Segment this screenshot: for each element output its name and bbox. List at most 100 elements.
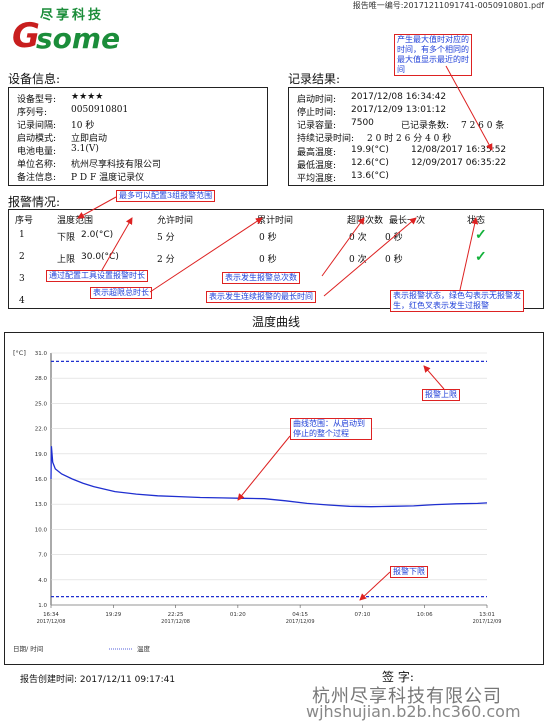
y-tick-label: 10.0 bbox=[35, 527, 48, 533]
y-axis-label: [°C] bbox=[13, 349, 26, 357]
duration-value: 2 0 时 2 6 分 4 0 秒 bbox=[367, 134, 452, 144]
alarm-cell-total: 0 秒 bbox=[259, 255, 277, 265]
alarm-cell-no: 4 bbox=[19, 296, 25, 306]
alarm-cell-count: 0 次 bbox=[349, 255, 367, 265]
y-tick-label: 4.0 bbox=[38, 578, 47, 584]
y-tick-label: 28.0 bbox=[35, 376, 48, 382]
device-info-label: 序列号: bbox=[17, 108, 48, 118]
x-tick-time: 22:25 bbox=[168, 612, 184, 618]
y-tick-label: 25.0 bbox=[35, 401, 48, 407]
stop-value: 2017/12/09 13:01:12 bbox=[351, 105, 447, 115]
alarm-header-cell: 允许时间 bbox=[157, 216, 194, 226]
x-tick-time: 13:01 bbox=[479, 612, 495, 618]
alarm-cell-total: 0 秒 bbox=[259, 233, 277, 243]
device-info-value: P D F 温度记录仪 bbox=[71, 173, 145, 183]
report-created-time: 报告创建时间: 2017/12/11 09:17:41 bbox=[20, 675, 176, 685]
alarm-cell-range-label: 下限 bbox=[57, 233, 76, 243]
record-result-box: 启动时间: 2017/12/08 16:34:42 停止时间: 2017/12/… bbox=[288, 87, 544, 186]
logo-brand-cn: 尽享科技 bbox=[40, 8, 105, 23]
x-axis-label: 日期/ 时间 bbox=[13, 644, 43, 653]
device-info-label: 单位名称: bbox=[17, 160, 57, 170]
y-tick-label: 19.0 bbox=[35, 452, 48, 458]
alarm-header-cell: 最长一次 bbox=[389, 216, 426, 226]
signature-label: 签 字: bbox=[382, 670, 414, 684]
min-label: 最低温度: bbox=[297, 161, 337, 171]
alarm-cell-no: 3 bbox=[19, 274, 25, 284]
alarm-cell-allowed: 2 分 bbox=[157, 255, 175, 265]
device-info-box: 设备型号: ★★★★ 序列号: 0050910801 记录间隔: 10 秒启动模式: 立即启… bbox=[8, 87, 268, 186]
alarm-header-cell: 温度范围 bbox=[57, 216, 94, 226]
exceed-total-note: 表示超限总时长 bbox=[90, 287, 152, 299]
chart-box: 31.0 28.0 25.0 22.0 19.0 16.0 13.0 10.0 7.0 4.0 1.… bbox=[4, 332, 544, 665]
alarm-header-cell: 状态 bbox=[467, 216, 486, 226]
max-label: 最高温度: bbox=[297, 148, 337, 158]
alarm-cell-count: 0 次 bbox=[349, 233, 367, 243]
report-number: 报告唯一编号:20171211091741-0050910801.pdf bbox=[352, 1, 544, 10]
alarm-cell-allowed: 5 分 bbox=[157, 233, 175, 243]
max-time-note: 产生最大值时对应的时间，有多个相同的最大值显示最近的时间 bbox=[394, 34, 472, 76]
logo-letters: some bbox=[36, 22, 121, 55]
max-value: 19.9(°C) bbox=[351, 145, 389, 155]
alarm-cell-longest: 0 秒 bbox=[385, 233, 403, 243]
alarm-cell-no: 1 bbox=[19, 230, 25, 240]
device-info-value: 3.1(V) bbox=[71, 144, 99, 154]
x-tick-date: 2017/12/08 bbox=[37, 619, 66, 625]
x-tick-time: 10:06 bbox=[417, 612, 433, 618]
x-tick-date: 2017/12/08 bbox=[161, 619, 190, 625]
device-info-label: 设备型号: bbox=[17, 95, 57, 105]
alarm-header-cell: 累计时间 bbox=[257, 216, 294, 226]
x-tick-date: 2017/12/09 bbox=[473, 619, 502, 625]
temperature-chart: 31.0 28.0 25.0 22.0 19.0 16.0 13.0 10.0 7.0 4.0 1.… bbox=[13, 349, 502, 653]
logo-letter-g: G bbox=[12, 16, 40, 56]
watermark-site: wjhshujian.b2b.hc360.com bbox=[306, 702, 521, 721]
alarm-cell-no: 2 bbox=[19, 252, 25, 262]
start-value: 2017/12/08 16:34:42 bbox=[351, 92, 447, 102]
status-check-icon: ✓ bbox=[475, 249, 487, 265]
longest-alarm-note: 表示发生连续报警的最长时间 bbox=[206, 291, 316, 303]
count-value: 7 2 6 0 条 bbox=[461, 121, 505, 131]
alarm-cell-range-value: 30.0(°C) bbox=[81, 252, 119, 262]
device-info-value: ★★★★ bbox=[71, 92, 104, 102]
y-tick-label: 16.0 bbox=[35, 477, 48, 483]
upper-limit-note: 报警上限 bbox=[422, 389, 460, 401]
alarm-header-cell: 超限次数 bbox=[347, 216, 384, 226]
alarm-range-note: 最多可以配置3组报警范围 bbox=[116, 190, 216, 202]
x-tick-time: 16:34 bbox=[43, 612, 59, 618]
device-info-value: 杭州尽享科技有限公司 bbox=[71, 160, 162, 170]
alarm-status-note: 表示报警状态，绿色勾表示无报警发生，红色叉表示发生过报警 bbox=[390, 290, 524, 312]
alarm-title: 报警情况: bbox=[8, 195, 61, 209]
alarm-cell-longest: 0 秒 bbox=[385, 255, 403, 265]
y-tick-label: 13.0 bbox=[35, 502, 48, 508]
device-info-value: 10 秒 bbox=[71, 121, 95, 131]
min-value: 12.6(°C) bbox=[351, 158, 389, 168]
start-label: 启动时间: bbox=[297, 95, 337, 105]
x-tick-date: 2017/12/09 bbox=[286, 619, 315, 625]
device-info-label: 电池电量: bbox=[17, 147, 57, 157]
duration-label: 持续记录时间: bbox=[297, 134, 355, 144]
min-time: 12/09/2017 06:35:22 bbox=[411, 158, 507, 168]
y-tick-label: 31.0 bbox=[35, 351, 48, 357]
device-info-label: 备注信息: bbox=[17, 173, 57, 183]
avg-value: 13.6(°C) bbox=[351, 171, 389, 181]
alarm-cell-range-label: 上限 bbox=[57, 255, 76, 265]
capacity-value: 7500 bbox=[351, 118, 374, 128]
record-result-title: 记录结果: bbox=[288, 72, 341, 86]
curve-range-note: 曲线范围：从启动到停止的整个过程 bbox=[290, 418, 372, 440]
brand-logo: 尽享科技 G some bbox=[12, 4, 132, 56]
count-label: 已记录条数: bbox=[401, 121, 450, 131]
alarm-header-cell: 序号 bbox=[15, 216, 34, 226]
x-tick-time: 19:29 bbox=[105, 612, 121, 618]
legend-label: 温度 bbox=[137, 644, 151, 653]
watermark-company: 杭州尽享科技有限公司 bbox=[312, 686, 502, 707]
y-tick-label: 22.0 bbox=[35, 427, 48, 433]
y-tick-label: 1.0 bbox=[38, 603, 47, 609]
alarm-count-note: 表示发生报警总次数 bbox=[222, 272, 300, 284]
device-info-label: 记录间隔: bbox=[17, 121, 57, 131]
temperature-series-line bbox=[50, 446, 488, 508]
device-info-label: 启动模式: bbox=[17, 134, 57, 144]
device-info-title: 设备信息: bbox=[8, 72, 61, 86]
stop-label: 停止时间: bbox=[297, 108, 337, 118]
config-alarm-time-note: 通过配置工具设置报警时长 bbox=[46, 270, 148, 282]
device-info-value: 立即启动 bbox=[71, 134, 108, 144]
avg-label: 平均温度: bbox=[297, 174, 337, 184]
